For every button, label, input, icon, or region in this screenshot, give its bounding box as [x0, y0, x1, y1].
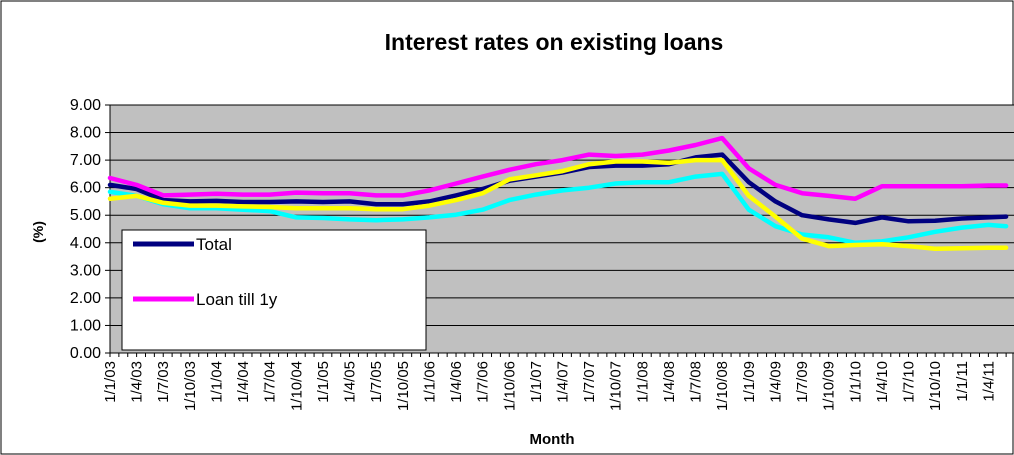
x-tick-label: 1/10/07 — [608, 361, 625, 411]
x-tick-label: 1/7/08 — [688, 361, 705, 403]
x-tick-label: 1/1/06 — [421, 361, 438, 403]
chart-title: Interest rates on existing loans — [385, 29, 724, 55]
x-tick-label: 1/7/04 — [262, 361, 279, 403]
x-tick-label: 1/7/07 — [581, 361, 598, 403]
x-tick-label: 1/1/11 — [954, 361, 971, 402]
x-tick-label: 1/4/03 — [129, 361, 146, 403]
series-line-loan-till-1y — [107, 135, 1009, 201]
legend-box — [121, 229, 427, 351]
x-tick-label: 1/10/08 — [714, 361, 731, 411]
y-tick-label: 6.00 — [70, 180, 101, 197]
y-tick-label: 4.00 — [70, 235, 101, 252]
x-tick-label: 1/1/09 — [741, 361, 758, 403]
x-tick-label: 1/4/04 — [235, 361, 252, 403]
x-tick-label: 1/1/04 — [208, 361, 225, 403]
legend-label-loan-till-1y: Loan till 1y — [196, 290, 278, 309]
x-tick-label: 1/1/03 — [102, 361, 119, 403]
x-tick-label: 1/4/10 — [874, 361, 891, 403]
y-tick-label: 0.00 — [70, 345, 101, 362]
x-tick-label: 1/1/10 — [847, 361, 864, 403]
y-tick-label: 8.00 — [70, 125, 101, 142]
x-axis: 1/1/03 1/4/03 1/7/03 1/10/03 1/1/04 1/4/04 1/7… — [102, 352, 1014, 411]
legend-label-total: Total — [196, 235, 232, 254]
x-tick-label: 1/10/04 — [288, 361, 305, 411]
y-tick-label: 9.00 — [70, 97, 101, 114]
legend: Total Loan till 1y — [121, 229, 427, 351]
x-tick-label: 1/7/10 — [901, 361, 918, 403]
x-tick-label: 1/7/05 — [368, 361, 385, 403]
series-line-series-4 — [107, 157, 1009, 252]
series-line-series-3 — [107, 171, 1009, 246]
x-tick-label: 1/4/09 — [767, 361, 784, 403]
x-tick-label: 1/10/09 — [821, 361, 838, 411]
y-tick-label: 3.00 — [70, 262, 101, 279]
x-tick-label: 1/7/03 — [155, 361, 172, 403]
x-tick-label: 1/10/03 — [182, 361, 199, 411]
x-tick-label: 1/4/11 — [980, 361, 997, 402]
x-tick-label: 1/1/05 — [315, 361, 332, 403]
x-tick-label: 1/4/06 — [448, 361, 465, 403]
x-tick-label: 1/10/05 — [395, 361, 412, 411]
x-tick-label: 1/4/07 — [555, 361, 572, 403]
x-tick-label: 1/4/05 — [342, 361, 359, 403]
x-tick-label: 1/7/09 — [794, 361, 811, 403]
y-axis-label: (%) — [30, 221, 46, 243]
x-axis-label: Month — [530, 431, 575, 448]
x-tick-label: 1/4/08 — [661, 361, 678, 403]
y-tick-label: 5.00 — [70, 207, 101, 224]
x-tick-label: 1/10/06 — [501, 361, 518, 411]
y-tick-label: 2.00 — [70, 290, 101, 307]
x-tick-label: 1/7/06 — [475, 361, 492, 403]
x-tick-label: 1/10/10 — [927, 361, 944, 411]
y-axis: 0.00 1.00 2.00 3.00 4.00 5.00 6.00 7.00 8.00 9.00 — [70, 97, 111, 362]
x-tick-label: 1/1/08 — [634, 361, 651, 403]
x-tick-label: 1/1/07 — [528, 361, 545, 403]
series-lines — [107, 135, 1009, 252]
y-tick-label: 1.00 — [70, 317, 101, 334]
y-tick-label: 7.00 — [70, 152, 101, 169]
